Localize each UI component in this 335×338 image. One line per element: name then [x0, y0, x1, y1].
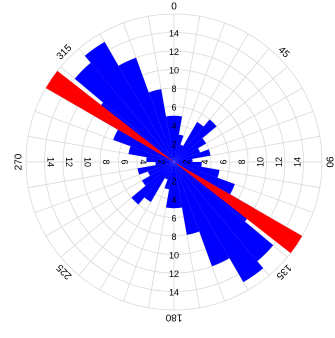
grid-spoke	[147, 161, 175, 308]
rose-petal	[174, 162, 200, 235]
angle-tick-label: 180	[165, 311, 182, 322]
rose-petal	[164, 162, 174, 190]
radial-tick-label: 8	[171, 84, 176, 94]
rose-petal	[174, 162, 274, 262]
rose-petal	[174, 115, 183, 162]
rose-petal	[141, 162, 174, 186]
rose-petal	[84, 41, 174, 163]
angle-tick-label: 0	[171, 2, 177, 13]
grid-spoke	[173, 33, 249, 163]
rose-petal	[174, 149, 211, 162]
rose-petal	[174, 121, 204, 162]
radial-tick-label: 6	[219, 159, 229, 164]
grid-spoke	[173, 87, 303, 163]
angle-tick-label: 270	[14, 153, 25, 170]
rose-petal	[174, 119, 217, 162]
radial-tick-label: 14	[169, 288, 179, 298]
angle-tick-label: 90	[323, 156, 334, 168]
rose-petal	[174, 138, 207, 162]
radial-tick-label: 14	[46, 157, 56, 167]
rose-petal	[165, 115, 174, 162]
mean-direction	[45, 70, 303, 254]
rose-petal	[155, 162, 174, 166]
radial-tick-label: 10	[83, 157, 93, 167]
radial-tick-label: 4	[171, 195, 176, 205]
rose-petal	[164, 162, 174, 180]
angle-tick-label: 45	[276, 45, 292, 61]
angle-tick-label: 225	[54, 261, 74, 281]
rose-petal	[137, 162, 174, 175]
radial-tick-label: 4	[171, 121, 176, 131]
rose-petal	[147, 162, 174, 176]
radial-tick-label: 8	[171, 232, 176, 242]
grid-spoke	[173, 16, 201, 163]
rose-petal	[174, 134, 184, 162]
radial-tick-label: 10	[169, 251, 179, 261]
grid-spoke	[173, 22, 225, 163]
radial-tick-label: 14	[169, 29, 179, 39]
rose-petal	[174, 162, 264, 283]
angle-tick-label: 135	[273, 262, 293, 282]
rose-petal	[174, 162, 235, 195]
radial-tick-label: 2	[182, 159, 192, 164]
rose-petal	[174, 162, 202, 167]
radial-tick-label: 2	[157, 159, 167, 164]
radial-tick-label: 12	[169, 47, 179, 57]
radial-tick-label: 6	[171, 214, 176, 224]
radial-tick-label: 4	[200, 159, 210, 164]
radial-tick-label: 6	[120, 159, 130, 164]
radial-tick-label: 12	[274, 157, 284, 167]
radial-tick-label: 8	[101, 159, 111, 164]
radial-tick-label: 8	[237, 159, 247, 164]
grid-spoke	[99, 33, 175, 163]
rose-petal	[74, 62, 174, 162]
rose-petal	[144, 162, 174, 203]
rose-petal	[148, 89, 174, 162]
rose-petal	[174, 162, 230, 267]
radial-tick-label: 2	[171, 177, 176, 187]
rose-petal	[165, 162, 174, 209]
radial-tick-label: 4	[138, 159, 148, 164]
grid-spoke	[123, 161, 175, 302]
radial-tick-label: 10	[256, 157, 266, 167]
radial-tick-label: 14	[293, 157, 303, 167]
rose-petal	[128, 146, 174, 162]
radial-tick-label: 12	[169, 269, 179, 279]
rose-petal	[113, 129, 174, 162]
radial-tick-label: 2	[171, 140, 176, 150]
grid-spoke	[173, 161, 249, 291]
rose-petal	[174, 162, 220, 178]
rose-petal	[146, 157, 174, 162]
rose-petal	[174, 144, 184, 162]
radial-tick-label: 10	[169, 66, 179, 76]
mean-direction-wedge	[174, 162, 303, 254]
rose-petal	[118, 57, 174, 162]
angle-tick-label: 315	[55, 42, 75, 62]
rose-petal	[174, 158, 193, 162]
rose-petal	[131, 162, 174, 205]
radial-tick-label: 12	[64, 157, 74, 167]
radial-tick-label: 6	[171, 103, 176, 113]
rose-petal	[174, 162, 183, 209]
mean-direction-wedge	[45, 70, 174, 162]
rose-petal	[174, 148, 201, 162]
